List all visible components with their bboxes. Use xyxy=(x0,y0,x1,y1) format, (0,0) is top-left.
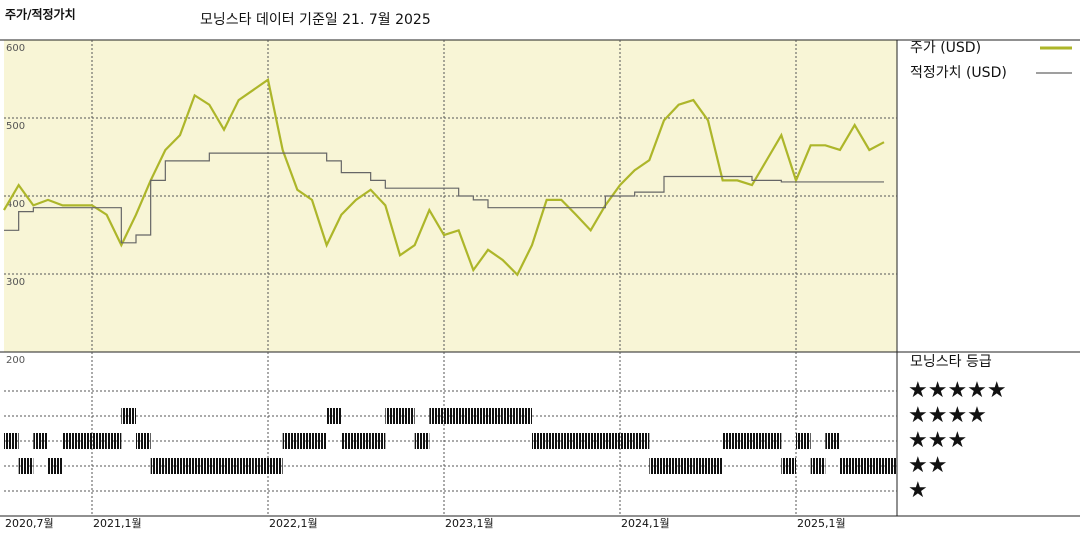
rating-bar xyxy=(517,408,532,424)
rating-bar xyxy=(664,458,679,474)
rating-title: 모닝스타 등급 xyxy=(910,354,992,370)
rating-level-label: ★ xyxy=(908,478,928,503)
rating-bar xyxy=(165,458,180,474)
fair-value-line xyxy=(4,152,884,244)
y-tick-label: 200 xyxy=(6,355,25,366)
rating-bar xyxy=(180,458,195,474)
y-tick-label: 600 xyxy=(6,43,25,54)
rating-bar xyxy=(605,433,620,449)
rating-bar xyxy=(825,433,840,449)
rating-bar xyxy=(370,433,386,449)
y-tick-label: 400 xyxy=(6,199,25,210)
rating-bar xyxy=(297,433,312,449)
rating-bar xyxy=(33,433,48,449)
x-tick-label: 2024,1월 xyxy=(621,517,670,530)
rating-bar xyxy=(678,458,694,474)
rating-bar xyxy=(458,408,474,424)
rating-level-label: ★★★ xyxy=(908,428,967,453)
rating-bar xyxy=(473,408,488,424)
rating-bar xyxy=(385,408,400,424)
x-tick-label: 2023,1월 xyxy=(445,517,494,530)
rating-level-label: ★★★★★ xyxy=(908,378,1007,403)
rating-bar xyxy=(77,433,92,449)
rating-bar xyxy=(209,458,224,474)
rating-bar xyxy=(737,433,752,449)
rating-bar xyxy=(4,433,19,449)
y-tick-label: 300 xyxy=(6,277,25,288)
rating-bar xyxy=(693,458,708,474)
rating-bar xyxy=(869,458,884,474)
chart-subtitle: 모닝스타 데이터 기준일 21. 7월 2025 xyxy=(200,12,431,28)
rating-level-label: ★★★★ xyxy=(908,403,987,428)
rating-bar xyxy=(810,458,826,474)
y-tick-label: 500 xyxy=(6,121,25,132)
rating-bar xyxy=(414,433,430,449)
rating-bar xyxy=(766,433,782,449)
rating-bar xyxy=(429,408,444,424)
rating-bar xyxy=(708,458,723,474)
rating-bar xyxy=(312,433,327,449)
x-tick-label: 2025,1월 xyxy=(797,517,846,530)
rating-bar xyxy=(854,458,870,474)
rating-bar xyxy=(121,408,136,424)
rating-bar xyxy=(400,408,415,424)
rating-bar xyxy=(341,433,356,449)
rating-bar xyxy=(268,458,283,474)
chart-title: 주가/적정가치 xyxy=(5,7,76,22)
x-tick-label: 2021,1월 xyxy=(93,517,142,530)
rating-bar xyxy=(752,433,767,449)
rating-bar xyxy=(356,433,371,449)
rating-bar xyxy=(840,458,855,474)
legend-label: 주가 (USD) xyxy=(910,40,981,56)
rating-bar xyxy=(796,433,811,449)
rating-bar xyxy=(92,433,107,449)
rating-bar xyxy=(136,433,151,449)
legend-label: 적정가치 (USD) xyxy=(910,65,1007,81)
rating-bar xyxy=(194,458,210,474)
rating-bar xyxy=(282,433,298,449)
rating-bar xyxy=(488,408,503,424)
rating-bar xyxy=(106,433,122,449)
rating-bar xyxy=(532,433,547,449)
rating-bar xyxy=(561,433,576,449)
x-tick-label: 2020,7월 xyxy=(5,517,54,530)
rating-bar xyxy=(18,458,34,474)
rating-bar xyxy=(722,433,738,449)
rating-bar xyxy=(884,458,897,474)
rating-bar xyxy=(649,458,664,474)
rating-bar xyxy=(576,433,591,449)
x-tick-label: 2022,1월 xyxy=(269,517,318,530)
rating-bar xyxy=(781,458,796,474)
rating-bar xyxy=(502,408,518,424)
rating-bar xyxy=(150,458,166,474)
rating-bar xyxy=(590,433,606,449)
rating-level-label: ★★ xyxy=(908,453,947,478)
rating-bar xyxy=(48,458,63,474)
rating-bar xyxy=(444,408,459,424)
rating-bar xyxy=(326,408,342,424)
rating-bar xyxy=(238,458,254,474)
rating-bar xyxy=(620,433,635,449)
rating-bar xyxy=(224,458,239,474)
rating-bar xyxy=(253,458,268,474)
rating-bar xyxy=(546,433,562,449)
rating-bar xyxy=(62,433,78,449)
rating-bar xyxy=(634,433,650,449)
